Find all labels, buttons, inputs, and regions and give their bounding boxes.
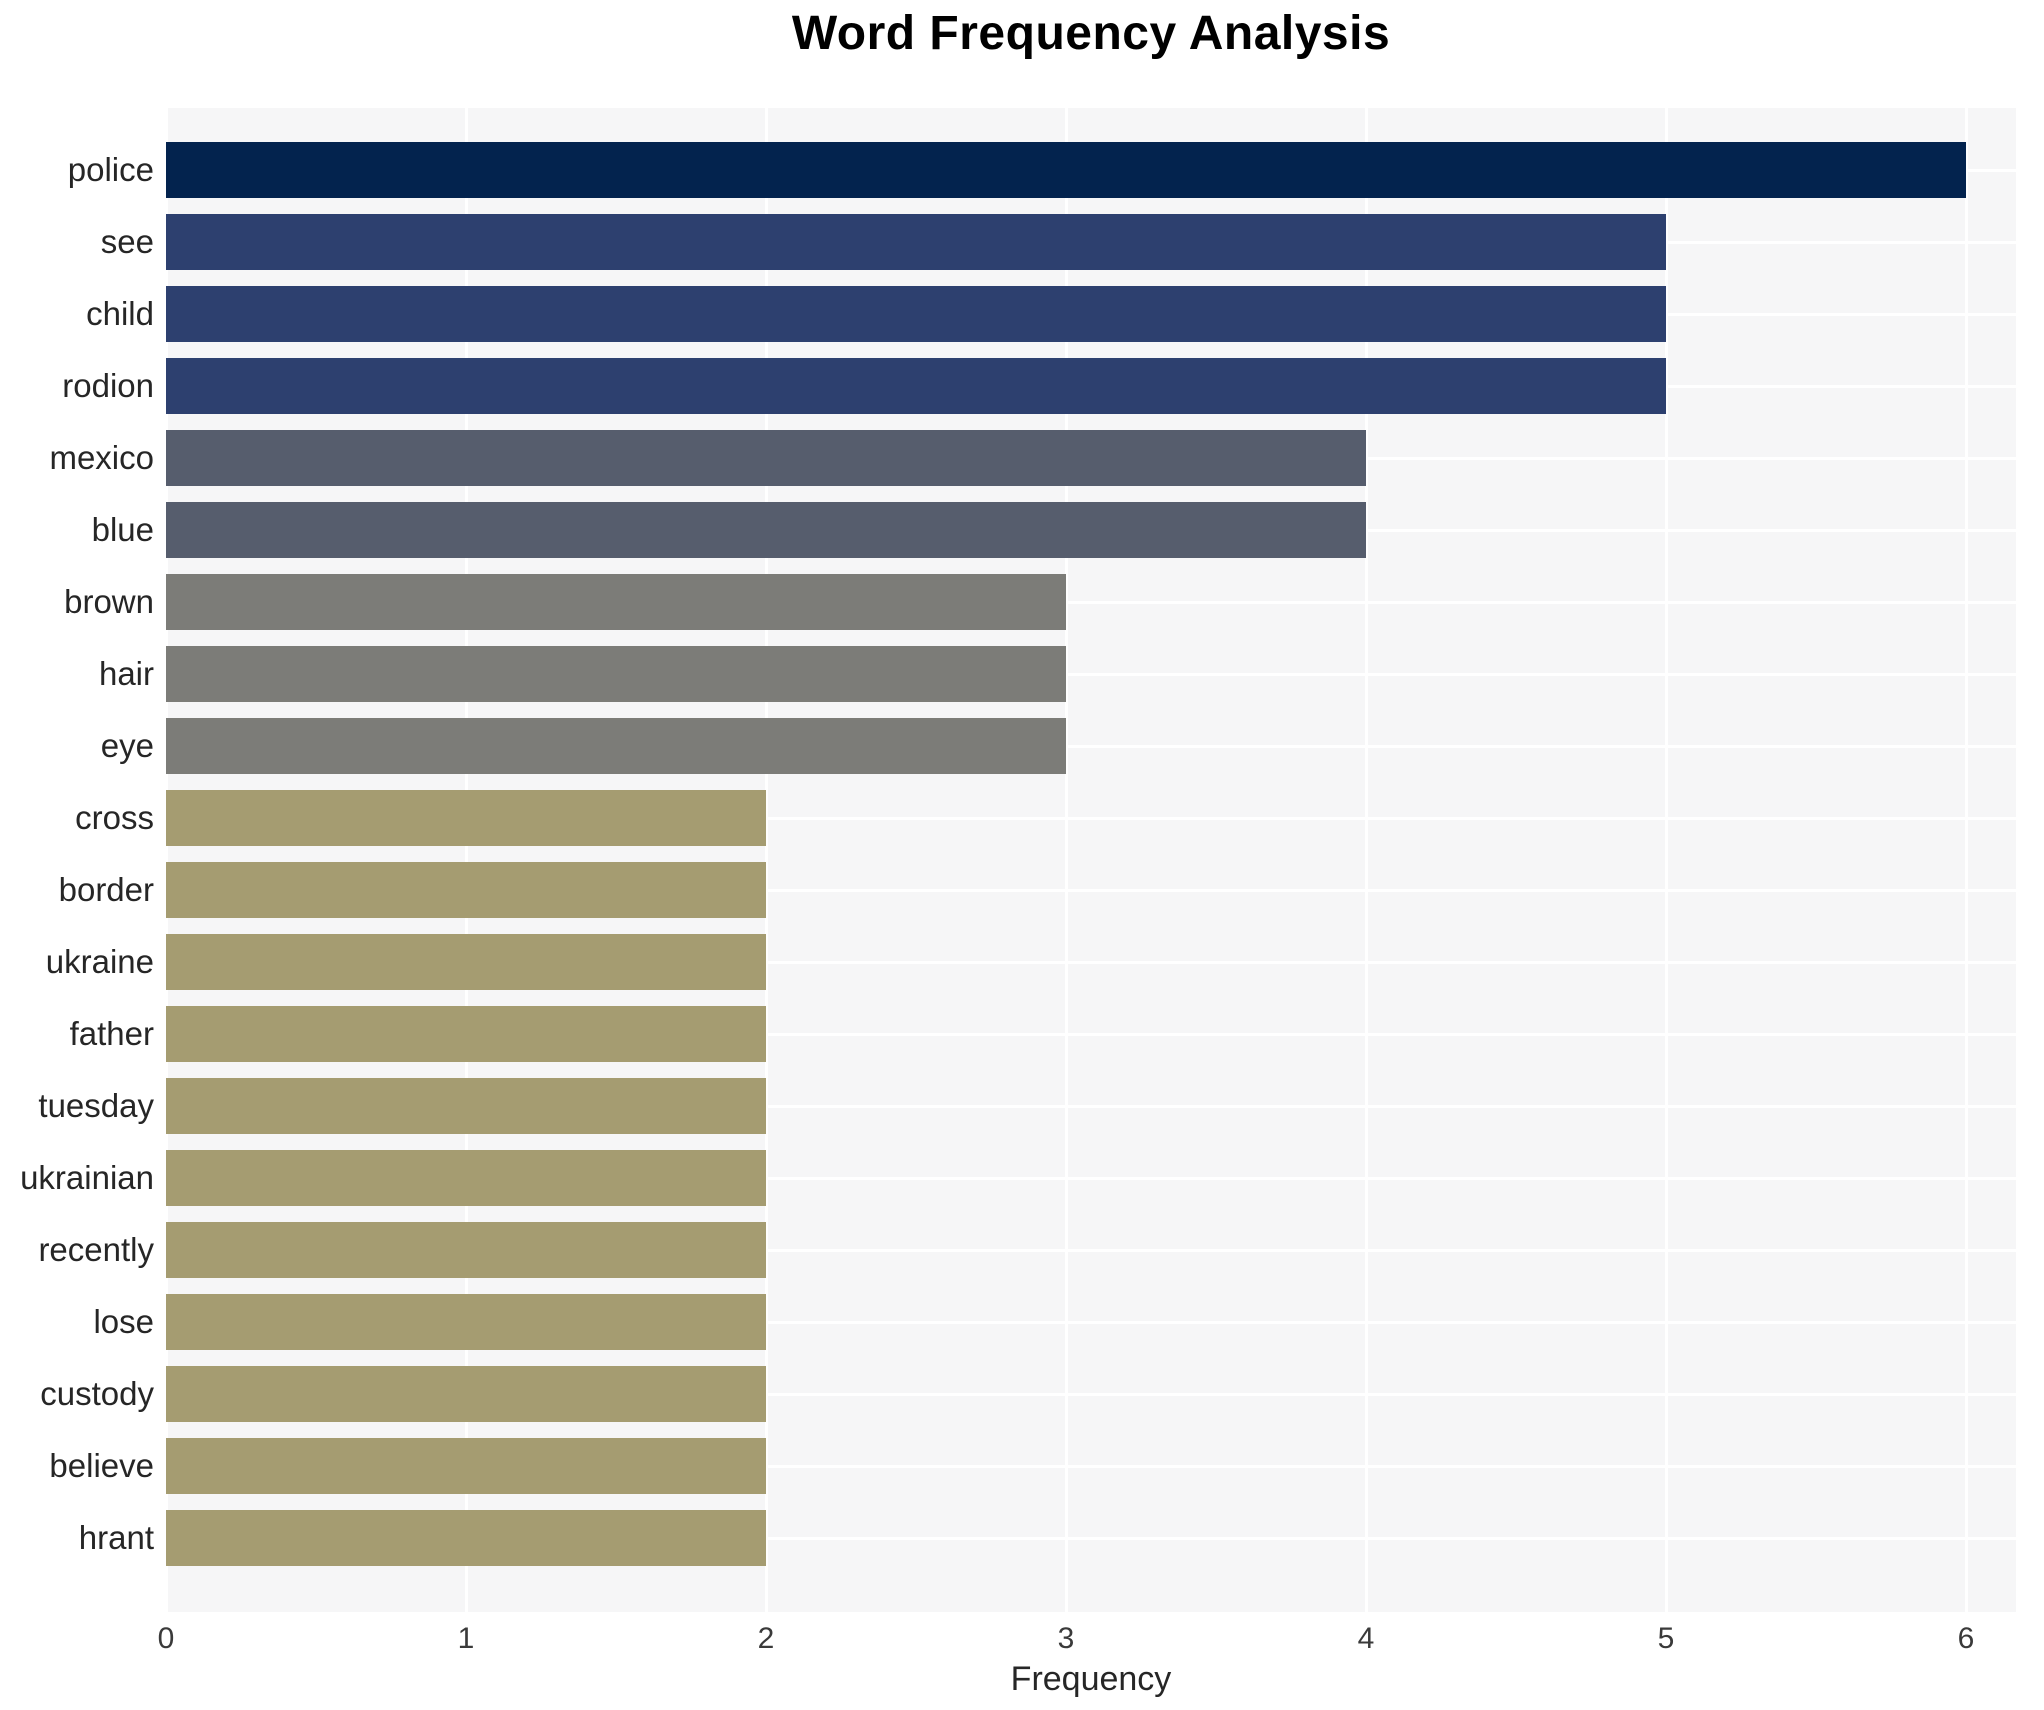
y-gridline-hrant [166, 1537, 2016, 1540]
bar-lose [166, 1294, 766, 1350]
y-gridline-border [166, 889, 2016, 892]
y-gridline-ukrainian [166, 1177, 2016, 1180]
bar-hrant [166, 1510, 766, 1566]
x-gridline-0 [165, 108, 168, 1612]
y-gridline-lose [166, 1321, 2016, 1324]
bar-believe [166, 1438, 766, 1494]
y-gridline-recently [166, 1249, 2016, 1252]
bar-recently [166, 1222, 766, 1278]
bar-border [166, 862, 766, 918]
bar-police [166, 142, 1966, 198]
y-label-brown: brown [64, 583, 154, 620]
x-tick-1: 1 [457, 1622, 475, 1655]
y-label-see: see [100, 223, 154, 260]
y-label-hair: hair [98, 655, 154, 692]
bar-ukrainian [166, 1150, 766, 1206]
x-gridline-3 [1065, 108, 1068, 1612]
y-label-police: police [67, 151, 154, 188]
bar-eye [166, 718, 1066, 774]
y-gridline-father [166, 1033, 2016, 1036]
y-gridline-hair [166, 673, 2016, 676]
y-gridline-brown [166, 601, 2016, 604]
bar-mexico [166, 430, 1366, 486]
y-label-believe: believe [49, 1447, 154, 1484]
bar-custody [166, 1366, 766, 1422]
y-label-lose: lose [93, 1303, 154, 1340]
y-gridline-cross [166, 817, 2016, 820]
bar-ukraine [166, 934, 766, 990]
chart-title: Word Frequency Analysis [791, 7, 1391, 60]
x-gridline-5 [1665, 108, 1668, 1612]
x-tick-6: 6 [1957, 1622, 1975, 1655]
bar-hair [166, 646, 1066, 702]
y-label-tuesday: tuesday [38, 1087, 154, 1124]
x-axis-title: Frequency [1010, 1660, 1172, 1698]
y-gridline-custody [166, 1393, 2016, 1396]
bar-tuesday [166, 1078, 766, 1134]
x-tick-5: 5 [1657, 1622, 1675, 1655]
bar-father [166, 1006, 766, 1062]
y-label-blue: blue [91, 511, 154, 548]
y-gridline-believe [166, 1465, 2016, 1468]
y-label-ukraine: ukraine [45, 943, 154, 980]
y-label-custody: custody [40, 1375, 154, 1412]
y-label-child: child [86, 295, 154, 332]
x-gridline-1 [465, 108, 468, 1612]
y-label-father: father [69, 1015, 154, 1052]
y-label-mexico: mexico [49, 439, 154, 476]
y-label-recently: recently [38, 1231, 154, 1268]
x-tick-3: 3 [1057, 1622, 1075, 1655]
x-gridline-4 [1365, 108, 1368, 1612]
y-gridline-tuesday [166, 1105, 2016, 1108]
bar-cross [166, 790, 766, 846]
y-label-eye: eye [100, 727, 154, 764]
bar-child [166, 286, 1666, 342]
bar-rodion [166, 358, 1666, 414]
y-label-hrant: hrant [78, 1519, 154, 1556]
x-tick-2: 2 [757, 1622, 775, 1655]
bar-brown [166, 574, 1066, 630]
x-gridline-2 [765, 108, 768, 1612]
x-tick-0: 0 [157, 1622, 175, 1655]
x-tick-4: 4 [1357, 1622, 1375, 1655]
bar-see [166, 214, 1666, 270]
bar-blue [166, 502, 1366, 558]
y-label-ukrainian: ukrainian [20, 1159, 154, 1196]
y-label-border: border [58, 871, 154, 908]
plot-panel [165, 108, 2016, 1612]
y-gridline-ukraine [166, 961, 2016, 964]
y-label-rodion: rodion [62, 367, 154, 404]
y-gridline-eye [166, 745, 2016, 748]
x-gridline-6 [1965, 108, 1968, 1612]
y-label-cross: cross [75, 799, 154, 836]
